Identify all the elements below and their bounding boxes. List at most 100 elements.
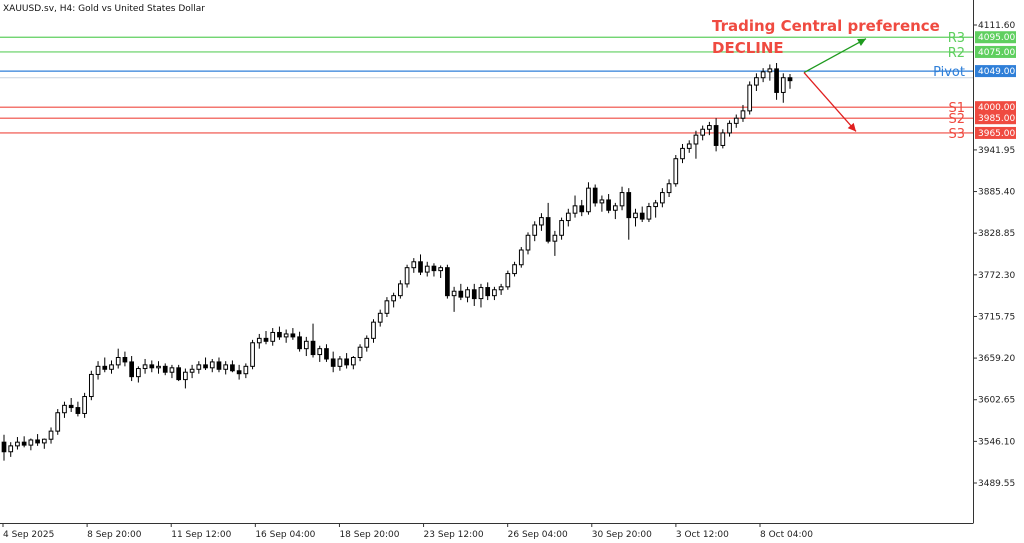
candle-bear [458,290,464,298]
candle-bull [55,412,61,432]
candle-bull [586,187,591,213]
candle-bull [48,430,54,440]
candle-bear [162,365,168,373]
x-tick-label: 4 Sep 2025 [3,530,54,540]
x-tick-label: 26 Sep 04:00 [508,530,568,540]
candle-bear [471,289,477,300]
candle-bear [149,364,155,369]
x-tick-label: 11 Sep 12:00 [171,530,231,540]
x-tick-label: 18 Sep 20:00 [339,530,399,540]
candle-bull [115,357,121,366]
candle-bull [612,205,618,211]
candle-bull [317,348,323,356]
candle-bear [122,357,128,363]
up-arrow-head [857,38,866,47]
candle-bull [15,441,20,447]
candle-bear [545,217,551,242]
candle-bull [572,205,578,214]
candle-bull [398,283,403,297]
candle-bull [646,206,652,220]
candle-bull [62,404,67,414]
candle-bull [498,286,504,291]
candle-bull [518,249,524,266]
level-price-box-label: 4095.00 [978,33,1015,43]
y-tick-label: 3772.30 [978,271,1015,281]
y-tick-label: 3715.75 [978,312,1015,322]
candle-bull [780,77,786,93]
candle-bull [142,364,148,370]
candle-bear [639,212,645,220]
candle-bull [28,439,34,446]
annotation-title: Trading Central preference [712,17,940,35]
candle-bear [203,364,208,369]
annotation-verdict: DECLINE [712,39,784,57]
candle-bull [256,337,262,344]
level-label-s2: S2 [948,112,965,127]
candle-bull [525,234,531,251]
candle-bull [760,71,766,79]
candle-bull [754,77,759,86]
y-axis: 4111.60 3941.95 3885.40 3828.85 3772.30 3715.… [973,21,1015,489]
candle-bull [424,265,430,273]
level-price-box-label: 3985.00 [978,114,1015,124]
candle-bear [431,265,437,272]
candle-bear [290,333,296,338]
y-tick-label: 3659.20 [978,354,1015,364]
candle-bull [733,117,739,124]
candle-bull [384,300,390,314]
candle-bull [680,147,685,160]
candle-bear [1,441,7,453]
candle-bull [350,357,356,366]
x-tick-label: 30 Sep 20:00 [592,530,652,540]
candle-bear [263,337,269,342]
candle-bull [505,273,511,288]
candle-bull [411,261,417,269]
candle-bull [539,217,544,226]
candle-bear [68,404,74,409]
y-tick-label: 3885.40 [978,188,1015,198]
level-label-pivot: Pivot [933,65,965,80]
level-price-box [975,101,1016,114]
candle-bull [673,158,679,185]
candle-bear [445,267,450,297]
level-price-box [975,126,1016,139]
candle-bear [236,370,242,375]
candle-bear [713,125,719,146]
candle-bull [740,110,746,119]
candle-bull [357,346,363,359]
candle-bear [102,365,108,370]
candle-bull [209,361,215,369]
x-tick-label: 16 Sep 04:00 [255,530,315,540]
candle-bull [136,368,141,378]
candle-bull [109,364,114,370]
candle-bear [626,192,632,219]
down-arrow [803,72,857,132]
candle-bull [666,183,672,194]
candle-bull [303,340,309,350]
x-tick-label: 8 Oct 04:00 [760,530,813,540]
candle-bull [465,289,470,298]
candle-bull [492,289,497,297]
candle-bull [404,267,410,285]
candle-bull [559,220,564,236]
candle-bull [41,438,47,444]
candle-bear [606,199,611,211]
y-tick-label: 3602.65 [978,396,1015,406]
candle-bull [8,445,14,453]
level-label-r3: R3 [948,31,965,46]
candle-bull [88,373,94,398]
candle-bull [478,287,484,300]
candle-bull [532,224,538,236]
candle-bear [418,261,423,273]
candle-bull [747,84,753,112]
candle-bull [727,122,732,134]
candle-bear [485,287,491,297]
candle-bull [693,134,699,145]
candle-bear [297,336,302,350]
candle-bull [599,199,605,204]
candle-bull [767,68,773,73]
candle-bull [196,364,202,370]
